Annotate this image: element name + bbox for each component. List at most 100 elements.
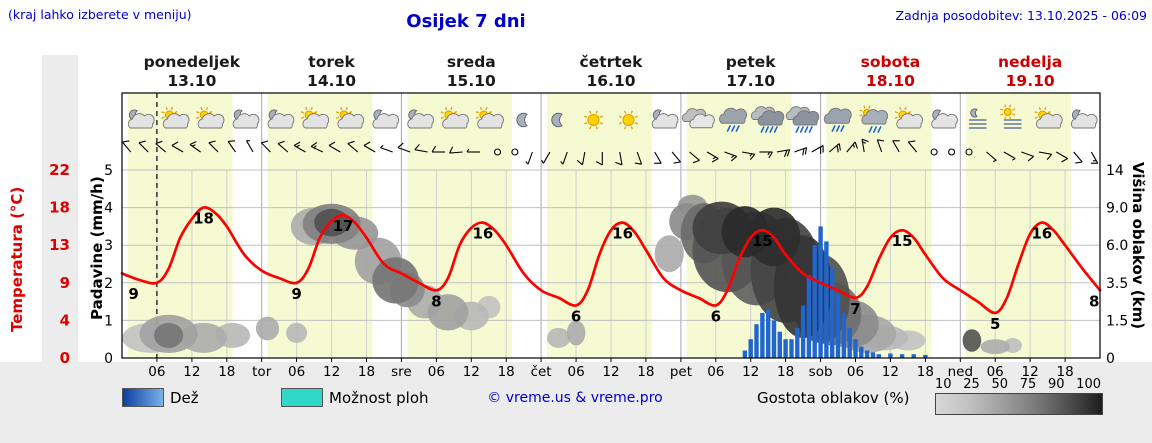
svg-text:0: 0	[60, 349, 70, 367]
svg-text:12: 12	[323, 364, 340, 380]
copyright-link[interactable]: © vreme.us & vreme.pro	[487, 390, 663, 406]
svg-text:pet: pet	[670, 364, 692, 380]
svg-text:18: 18	[193, 210, 214, 228]
svg-text:18: 18	[637, 364, 654, 380]
rain-icon	[719, 107, 748, 132]
day-name: nedelja	[998, 53, 1063, 71]
svg-text:6.0: 6.0	[1106, 238, 1128, 254]
day-date: 15.10	[446, 72, 496, 90]
svg-text:18: 18	[49, 199, 70, 217]
precip-axis-ticks: 0 1 2 3 4 5	[104, 163, 113, 367]
svg-text:4: 4	[104, 201, 113, 217]
day-name: torek	[308, 53, 355, 71]
rain2-icon	[750, 106, 785, 133]
day-header-četrtek: četrtek 16.10	[546, 53, 676, 91]
fog-sun-icon	[1000, 104, 1022, 129]
temperature-axis-title: Temperatura (°C)	[8, 186, 26, 332]
svg-text:0: 0	[1106, 351, 1115, 367]
svg-text:1.5: 1.5	[1106, 313, 1128, 329]
svg-text:13: 13	[49, 236, 70, 254]
sun-icon	[618, 110, 638, 130]
svg-text:06: 06	[288, 364, 305, 380]
svg-text:9: 9	[128, 285, 138, 303]
svg-text:5: 5	[990, 315, 1000, 333]
svg-text:22: 22	[49, 161, 70, 179]
svg-text:15: 15	[892, 232, 913, 250]
temp-axis-ticks: 0 4 9 13 18 22	[49, 161, 70, 367]
day-name: sobota	[860, 53, 921, 71]
density-tick: 90	[1047, 377, 1065, 392]
rain-bars	[742, 226, 928, 358]
svg-text:12: 12	[463, 364, 480, 380]
rain2-icon	[785, 106, 820, 133]
x-axis-labels: 06 12 18 tor 06 12 18 sre 06 12 18 čet 06 12 18 pet 06 12…	[148, 358, 1074, 380]
svg-text:7: 7	[850, 300, 860, 318]
temperature-curve	[120, 206, 1102, 315]
svg-text:6: 6	[571, 307, 581, 325]
sun-cloud-icon	[475, 106, 504, 129]
svg-text:17: 17	[333, 217, 354, 235]
cloud-axis-title: Višina oblakov (km)	[1129, 162, 1147, 330]
moon-cloud-icon	[232, 109, 260, 129]
svg-text:18: 18	[777, 364, 794, 380]
density-tick: 75	[1019, 377, 1037, 392]
last-update-text: Zadnja posodobitev: 13.10.2025 - 06:09	[895, 8, 1147, 23]
fog-moon-icon	[968, 108, 987, 129]
temperature-point-labels: 9 18 9 17 8 16 6 16 6 15 7 15 5 16 8	[128, 210, 1099, 333]
cloud-density-gradient-bar	[935, 393, 1103, 415]
sun-rain-icon	[859, 105, 889, 133]
svg-text:18: 18	[358, 364, 375, 380]
day-date: 19.10	[1005, 72, 1055, 90]
day-name: ponedeljek	[143, 53, 241, 71]
svg-text:8: 8	[431, 292, 441, 310]
precip-axis-title: Padavine (mm/h)	[88, 176, 106, 320]
sun-icon	[584, 110, 604, 130]
svg-text:sre: sre	[391, 364, 412, 380]
density-tick: 10	[935, 377, 952, 392]
menu-hint-link[interactable]: (kraj lahko izberete v meniju)	[8, 7, 192, 22]
sun-cloud-icon	[1034, 106, 1063, 129]
rain-legend-label: Dež	[170, 389, 199, 407]
svg-text:18: 18	[218, 364, 235, 380]
shower-legend-swatch	[281, 388, 323, 407]
cloud-density-scale-ticks: 10 25 50 75 90 100	[935, 377, 1101, 392]
moon-cloud-icon	[1070, 109, 1098, 129]
svg-text:3.5: 3.5	[1106, 276, 1128, 292]
day-date: 16.10	[586, 72, 636, 90]
svg-text:06: 06	[847, 364, 864, 380]
svg-text:tor: tor	[252, 364, 272, 380]
svg-text:ned: ned	[948, 364, 973, 380]
svg-text:18: 18	[1057, 364, 1074, 380]
svg-text:0: 0	[104, 351, 113, 367]
day-date: 13.10	[167, 72, 217, 90]
svg-text:6: 6	[711, 307, 721, 325]
density-tick: 100	[1076, 377, 1101, 392]
day-header-petek: petek 17.10	[686, 53, 816, 91]
svg-text:06: 06	[428, 364, 445, 380]
weather-icons	[127, 104, 1098, 133]
day-name: četrtek	[579, 53, 643, 71]
day-date: 17.10	[726, 72, 776, 90]
svg-text:06: 06	[987, 364, 1004, 380]
moon-icon	[516, 112, 528, 128]
svg-text:16: 16	[472, 225, 493, 243]
cloud-axis-ticks: 0 1.5 3.5 6.0 9.0 14	[1106, 163, 1128, 367]
moon-cloud-icon	[931, 109, 958, 129]
day-name: petek	[725, 53, 776, 71]
svg-text:16: 16	[1031, 225, 1052, 243]
cloud-density-legend-label: Gostota oblakov (%)	[757, 389, 910, 407]
svg-text:4: 4	[60, 311, 70, 329]
density-tick: 50	[991, 377, 1009, 392]
day-date: 18.10	[865, 72, 915, 90]
svg-text:9: 9	[291, 285, 301, 303]
plot-frame	[121, 92, 1101, 359]
moon-cloud-icon	[372, 109, 400, 129]
svg-text:12: 12	[1022, 364, 1039, 380]
day-header-sobota: sobota 18.10	[825, 53, 955, 91]
day-header-ponedeljek: ponedeljek 13.10	[127, 53, 257, 91]
svg-text:18: 18	[917, 364, 934, 380]
svg-text:1: 1	[104, 313, 113, 329]
svg-text:9: 9	[60, 274, 70, 292]
page-title: Osijek 7 dni	[406, 11, 526, 32]
rain-icon	[823, 107, 852, 132]
